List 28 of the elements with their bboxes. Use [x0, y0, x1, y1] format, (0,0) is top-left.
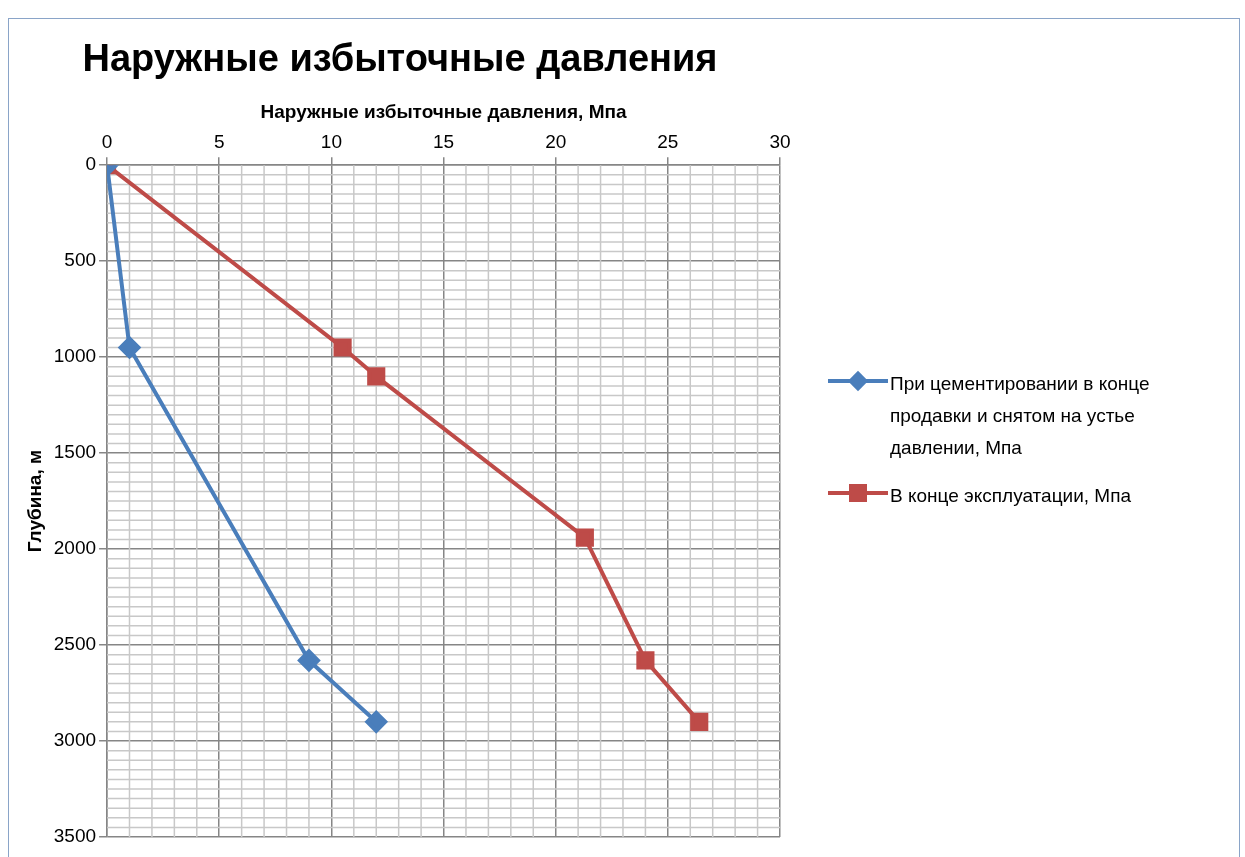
x-tick-label: 20: [545, 131, 567, 153]
chart-title: Наружные избыточные давления: [82, 37, 718, 80]
x-tick-label: 5: [213, 131, 225, 153]
y-tick-label: 2000: [53, 537, 97, 559]
point: [367, 367, 386, 386]
x-tick-label: 25: [657, 131, 679, 153]
x-tick-label: 30: [769, 131, 791, 153]
y-tick-label: 3000: [53, 729, 97, 751]
legend-label: При цементировании в конце продавки и снятом на устье давлении, Мпа: [890, 372, 1151, 460]
legend-label: В конце эксплуатации, Мпа: [890, 484, 1131, 508]
x-axis-title: Наружные избыточные давления, Мпа: [260, 101, 627, 123]
point: [297, 649, 320, 672]
point: [118, 336, 141, 359]
point: [575, 528, 594, 547]
x-tick-label: 15: [432, 131, 455, 153]
y-tick-label: 1500: [53, 441, 97, 463]
y-tick-label: 0: [85, 153, 97, 175]
point: [333, 338, 352, 357]
y-axis-title: Глубина, м: [23, 449, 45, 553]
y-tick-label: 1000: [53, 345, 97, 367]
y-tick-label: 3500: [53, 825, 97, 847]
x-tick-label: 0: [101, 131, 113, 153]
point: [636, 651, 655, 670]
y-tick-label: 2500: [53, 633, 97, 655]
point: [365, 710, 388, 733]
point: [690, 712, 709, 731]
x-tick-label: 10: [320, 131, 342, 153]
y-tick-label: 500: [64, 249, 97, 271]
